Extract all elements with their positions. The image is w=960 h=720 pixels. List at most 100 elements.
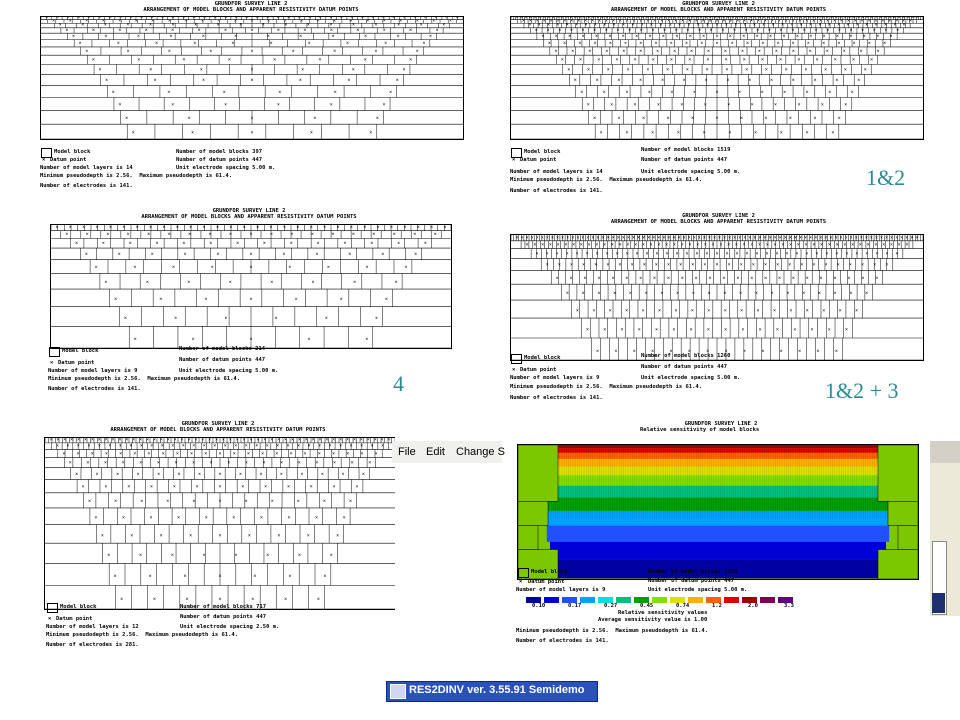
svg-text:×: × <box>204 297 207 303</box>
svg-text:×: × <box>375 451 378 457</box>
svg-text:×: × <box>653 275 656 281</box>
svg-text:×: × <box>299 33 302 39</box>
svg-text:×: × <box>650 242 653 248</box>
vertical-scrollbar[interactable] <box>930 441 960 616</box>
svg-text:×: × <box>836 242 839 248</box>
svg-text:×: × <box>340 297 343 303</box>
svg-text:×: × <box>655 327 658 333</box>
svg-text:×: × <box>874 22 877 28</box>
svg-text:×: × <box>297 443 300 449</box>
svg-text:×: × <box>697 22 700 28</box>
svg-text:×: × <box>381 443 384 449</box>
svg-text:×: × <box>741 48 744 54</box>
svg-text:×: × <box>683 78 686 84</box>
scrollbar-dark-handle[interactable] <box>932 593 945 613</box>
svg-text:×: × <box>724 48 727 54</box>
menu-edit[interactable]: Edit <box>426 446 445 458</box>
svg-text:×: × <box>271 499 274 505</box>
svg-text:×: × <box>712 242 715 248</box>
svg-text:×: × <box>154 78 157 84</box>
svg-text:×: × <box>806 308 809 314</box>
svg-text:×: × <box>234 33 237 39</box>
svg-text:×: × <box>229 232 232 238</box>
svg-text:×: × <box>148 451 151 457</box>
svg-text:×: × <box>245 17 248 21</box>
svg-text:×: × <box>75 241 78 247</box>
svg-text:×: × <box>317 241 320 247</box>
svg-text:×: × <box>698 27 701 33</box>
scale-swatch <box>724 597 739 603</box>
svg-text:×: × <box>616 251 619 257</box>
svg-text:×: × <box>181 438 184 443</box>
svg-text:×: × <box>847 18 850 24</box>
svg-text:×: × <box>312 280 315 286</box>
svg-text:×: × <box>614 17 617 21</box>
svg-text:×: × <box>909 18 912 24</box>
svg-text:×: × <box>871 17 874 21</box>
svg-text:×: × <box>661 78 664 84</box>
svg-text:×: × <box>297 499 300 505</box>
svg-text:×: × <box>340 17 343 21</box>
svg-text:×: × <box>298 460 301 466</box>
svg-text:×: × <box>234 443 237 449</box>
svg-text:×: × <box>183 57 186 63</box>
svg-text:×: × <box>687 22 690 28</box>
svg-text:×: × <box>662 235 665 241</box>
datum-point-icon: × <box>50 360 54 366</box>
svg-text:×: × <box>592 308 595 314</box>
legend-model-block: Model block <box>62 348 99 354</box>
svg-text:×: × <box>617 235 620 241</box>
svg-text:×: × <box>434 232 437 238</box>
svg-text:×: × <box>639 275 642 281</box>
svg-text:×: × <box>385 297 388 303</box>
svg-text:×: × <box>203 17 206 21</box>
svg-text:×: × <box>147 232 150 238</box>
svg-text:×: × <box>745 17 748 21</box>
menu-file[interactable]: File <box>398 446 416 458</box>
svg-text:×: × <box>307 533 310 539</box>
svg-text:×: × <box>396 78 399 84</box>
svg-text:×: × <box>634 242 637 248</box>
svg-text:×: × <box>805 18 808 24</box>
svg-text:×: × <box>150 515 153 521</box>
svg-text:×: × <box>325 438 328 443</box>
svg-text:×: × <box>189 225 192 231</box>
svg-text:×: × <box>681 18 684 24</box>
svg-text:×: × <box>409 27 412 33</box>
svg-text:×: × <box>815 27 818 33</box>
svg-text:×: × <box>666 251 669 257</box>
svg-text:×: × <box>280 460 283 466</box>
menu-change[interactable]: Change S <box>456 446 505 458</box>
svg-text:×: × <box>371 443 374 449</box>
svg-text:×: × <box>429 33 432 39</box>
svg-text:×: × <box>188 232 191 238</box>
svg-text:×: × <box>211 265 214 271</box>
svg-text:×: × <box>277 533 280 539</box>
svg-text:×: × <box>384 40 387 46</box>
svg-text:×: × <box>588 48 591 54</box>
svg-text:×: × <box>546 262 549 268</box>
svg-text:×: × <box>150 443 153 449</box>
svg-text:×: × <box>609 40 612 46</box>
sensitivity-color-scale <box>526 597 796 604</box>
taskbar-app-button[interactable]: RES2DINV ver. 3.55.91 Semidemo <box>386 681 598 702</box>
svg-text:×: × <box>629 291 632 297</box>
svg-text:×: × <box>741 327 744 333</box>
svg-text:×: × <box>728 235 731 241</box>
svg-text:×: × <box>156 241 159 247</box>
svg-text:×: × <box>873 262 876 268</box>
svg-text:×: × <box>672 327 675 333</box>
svg-text:×: × <box>88 17 91 21</box>
svg-text:×: × <box>317 18 320 24</box>
svg-text:×: × <box>363 225 366 231</box>
svg-text:×: × <box>756 33 759 39</box>
svg-text:×: × <box>209 241 212 247</box>
svg-text:×: × <box>865 291 868 297</box>
svg-text:×: × <box>235 17 238 21</box>
svg-text:×: × <box>98 443 101 449</box>
svg-text:×: × <box>114 297 117 303</box>
svg-text:×: × <box>91 451 94 457</box>
svg-text:×: × <box>746 40 749 46</box>
svg-text:×: × <box>627 235 630 241</box>
svg-text:×: × <box>593 115 596 121</box>
